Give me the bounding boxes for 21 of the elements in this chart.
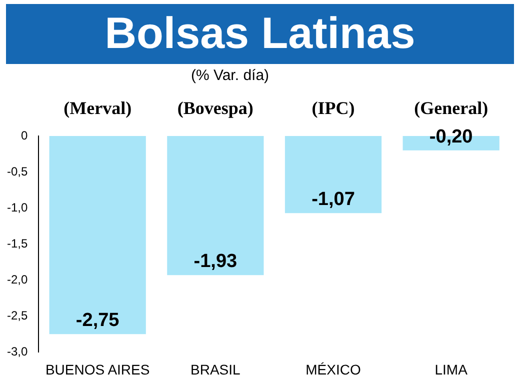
- y-tick-label: -1,0: [6, 200, 28, 214]
- text: (Bovespa): [177, 98, 254, 118]
- y-tick-label: 0: [20, 128, 28, 142]
- data-label: -0,20: [429, 126, 473, 148]
- y-tick-label: -1,5: [6, 236, 28, 250]
- text: (IPC): [312, 98, 355, 118]
- text: (General): [414, 98, 488, 118]
- y-tick-label: -3,0: [6, 344, 28, 359]
- chart-subtitle: (% Var. día): [190, 67, 270, 84]
- y-tick-label: -0,5: [6, 164, 28, 178]
- y-tick-label: -2,5: [6, 308, 28, 322]
- x-tick-label: BRASIL: [190, 361, 241, 378]
- data-label: -1,93: [194, 251, 238, 272]
- data-label: -2,75: [76, 310, 120, 332]
- x-tick-label: BUENOS AIRES: [45, 361, 150, 378]
- x-tick-label: MÉXICO: [306, 361, 361, 378]
- text: (Merval): [64, 98, 132, 118]
- chart-title: Bolsas Latinas: [6, 4, 514, 64]
- y-tick-label: -2,0: [6, 272, 28, 286]
- x-tick-label: LIMA: [434, 361, 468, 378]
- data-label: -1,07: [312, 189, 355, 210]
